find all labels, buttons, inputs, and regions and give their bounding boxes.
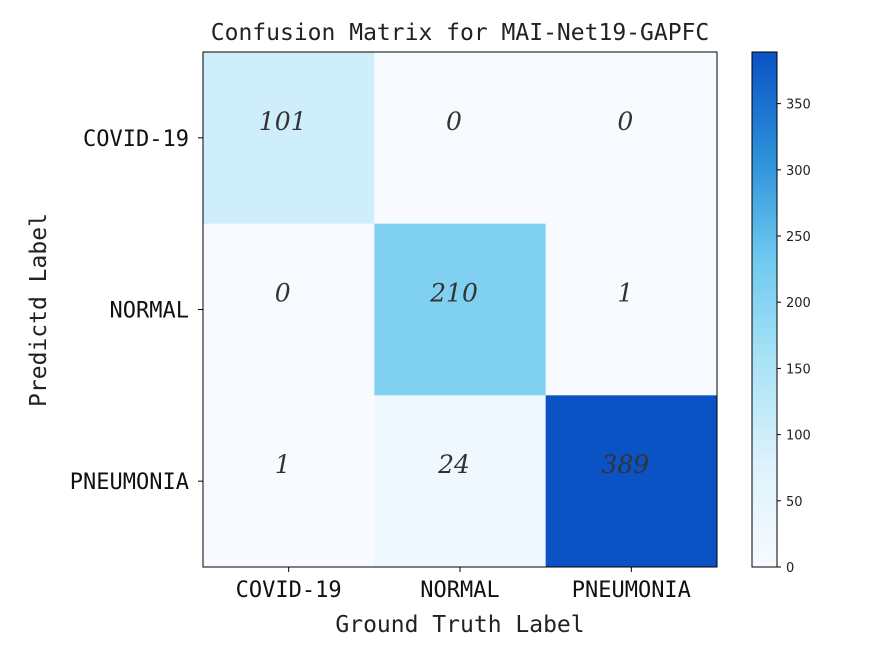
heatmap-cell bbox=[203, 52, 375, 225]
y-tick-label: COVID-19 bbox=[83, 127, 189, 152]
y-tick-label: PNEUMONIA bbox=[70, 470, 189, 495]
colorbar-tick-label: 150 bbox=[786, 362, 811, 377]
colorbar bbox=[751, 51, 778, 568]
x-tick-label: NORMAL bbox=[420, 578, 499, 603]
heatmap-cell-labels: 101 0 0 0 210 1 1 24 389 bbox=[259, 107, 649, 479]
colorbar-ticks: 0 50 100 150 200 250 300 350 bbox=[777, 98, 811, 576]
colorbar-tick-label: 200 bbox=[786, 296, 811, 311]
colorbar-tick-label: 50 bbox=[786, 495, 803, 510]
colorbar-tick-label: 0 bbox=[786, 561, 794, 576]
cell-value-label: 0 bbox=[446, 107, 462, 136]
heatmap-cell bbox=[374, 223, 547, 396]
cell-value-label: 24 bbox=[437, 450, 470, 479]
colorbar-tick-label: 100 bbox=[786, 429, 811, 444]
y-axis-ticks: COVID-19 NORMAL PNEUMONIA bbox=[70, 127, 203, 495]
heatmap-cell bbox=[203, 395, 375, 568]
y-axis-label: Predictd Label bbox=[26, 213, 52, 407]
colorbar-tick-label: 250 bbox=[786, 230, 811, 245]
heatmap-cell bbox=[374, 395, 547, 568]
cell-value-label: 0 bbox=[275, 279, 291, 308]
cell-value-label: 389 bbox=[601, 450, 649, 479]
colorbar-tick-label: 350 bbox=[786, 98, 811, 113]
heatmap-cell bbox=[374, 52, 547, 225]
colorbar-tick-label: 300 bbox=[786, 164, 811, 179]
heatmap-cell bbox=[545, 223, 718, 396]
heatmap-cells bbox=[203, 52, 718, 568]
x-tick-label: PNEUMONIA bbox=[572, 578, 691, 603]
heatmap-cell bbox=[203, 223, 375, 396]
x-tick-label: COVID-19 bbox=[236, 578, 342, 603]
cell-value-label: 101 bbox=[259, 107, 307, 136]
heatmap-cell bbox=[545, 52, 718, 225]
cell-value-label: 1 bbox=[275, 450, 291, 479]
cell-value-label: 210 bbox=[429, 279, 478, 308]
x-axis-label: Ground Truth Label bbox=[335, 612, 584, 638]
y-tick-label: NORMAL bbox=[110, 299, 189, 324]
cell-value-label: 0 bbox=[617, 107, 633, 136]
chart-title: Confusion Matrix for MAI-Net19-GAPFC bbox=[211, 20, 710, 46]
heatmap-cell bbox=[545, 395, 718, 568]
x-axis-ticks: COVID-19 NORMAL PNEUMONIA bbox=[236, 567, 691, 603]
cell-value-label: 1 bbox=[617, 279, 633, 308]
